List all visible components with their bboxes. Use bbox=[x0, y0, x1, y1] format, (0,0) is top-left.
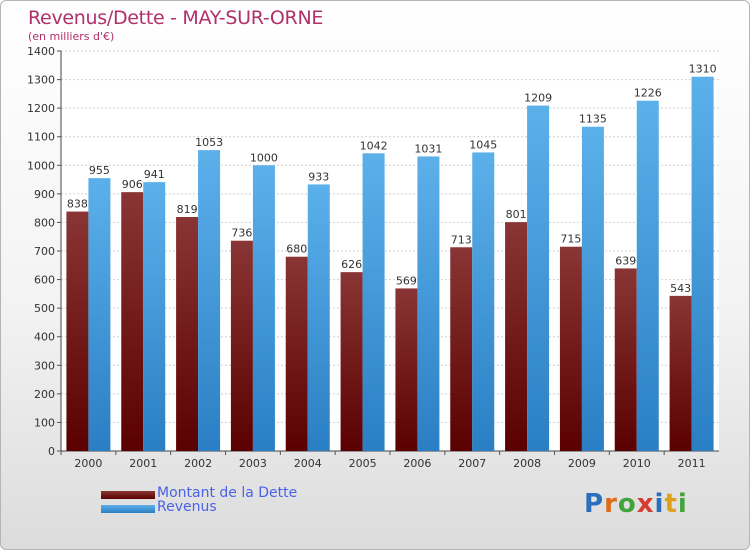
y-tick-label: 900 bbox=[34, 188, 55, 201]
data-label-dette: 639 bbox=[615, 254, 636, 267]
bar-dette bbox=[66, 211, 89, 451]
y-tick-label: 300 bbox=[34, 359, 55, 372]
bar-dette bbox=[121, 192, 144, 451]
y-tick-label: 0 bbox=[48, 445, 55, 458]
bar-revenus bbox=[362, 153, 385, 452]
legend-swatch-revenus bbox=[101, 505, 155, 513]
data-label-revenus: 941 bbox=[144, 168, 165, 181]
bar-dette bbox=[669, 295, 692, 451]
bar-revenus bbox=[691, 76, 714, 451]
legend-swatch-dette bbox=[101, 491, 155, 499]
data-label-revenus: 955 bbox=[89, 164, 110, 177]
bar-dette bbox=[395, 288, 418, 451]
data-label-dette: 569 bbox=[396, 274, 417, 287]
x-tick-label: 2011 bbox=[678, 457, 706, 470]
data-label-dette: 801 bbox=[506, 208, 527, 221]
bar-revenus bbox=[527, 105, 550, 452]
y-tick-label: 400 bbox=[34, 331, 55, 344]
logo-letter: i bbox=[654, 489, 665, 519]
y-tick-label: 600 bbox=[34, 274, 55, 287]
x-tick-label: 2004 bbox=[294, 457, 322, 470]
x-tick-label: 2006 bbox=[403, 457, 431, 470]
bar-revenus bbox=[581, 126, 604, 451]
bar-dette bbox=[176, 217, 199, 451]
bar-dette bbox=[614, 268, 637, 451]
chart-subtitle: (en milliers d'€) bbox=[28, 30, 115, 43]
data-label-revenus: 1053 bbox=[195, 136, 223, 149]
legend-label-dette: Montant de la Dette bbox=[157, 485, 298, 501]
data-label-revenus: 1031 bbox=[414, 142, 442, 155]
data-label-revenus: 1209 bbox=[524, 92, 552, 105]
bar-dette bbox=[285, 256, 308, 451]
bar-revenus bbox=[307, 184, 330, 451]
logo-letter: r bbox=[604, 489, 618, 519]
y-tick-label: 200 bbox=[34, 388, 55, 401]
bar-revenus bbox=[472, 152, 495, 451]
x-tick-label: 2003 bbox=[239, 457, 267, 470]
bar-revenus bbox=[636, 100, 659, 451]
data-label-dette: 713 bbox=[451, 233, 472, 246]
bar-dette bbox=[450, 247, 473, 451]
data-label-dette: 838 bbox=[67, 198, 88, 211]
y-tick-label: 1400 bbox=[27, 45, 55, 58]
data-label-dette: 736 bbox=[231, 227, 252, 240]
bar-revenus bbox=[198, 150, 221, 451]
x-tick-label: 2007 bbox=[458, 457, 486, 470]
bar-revenus bbox=[417, 156, 440, 451]
y-tick-label: 1300 bbox=[27, 74, 55, 87]
logo-letter: o bbox=[617, 489, 637, 519]
x-tick-label: 2010 bbox=[623, 457, 651, 470]
bar-dette bbox=[230, 240, 253, 451]
bar-revenus bbox=[252, 165, 275, 452]
bar-dette bbox=[340, 272, 363, 451]
data-label-revenus: 1226 bbox=[634, 87, 662, 100]
data-label-revenus: 1045 bbox=[469, 138, 497, 151]
data-label-revenus: 1000 bbox=[250, 151, 278, 164]
data-label-revenus: 1135 bbox=[579, 113, 607, 126]
y-tick-label: 1200 bbox=[27, 102, 55, 115]
x-tick-label: 2001 bbox=[129, 457, 157, 470]
data-label-dette: 543 bbox=[670, 282, 691, 295]
data-label-dette: 715 bbox=[560, 233, 581, 246]
y-tick-label: 1000 bbox=[27, 159, 55, 172]
x-tick-label: 2008 bbox=[513, 457, 541, 470]
logo-letter: x bbox=[636, 489, 655, 519]
y-tick-label: 1100 bbox=[27, 131, 55, 144]
data-label-dette: 626 bbox=[341, 258, 362, 271]
x-tick-label: 2000 bbox=[74, 457, 102, 470]
y-tick-label: 800 bbox=[34, 216, 55, 229]
logo-letter: P bbox=[584, 489, 605, 519]
logo-letter: t bbox=[664, 489, 678, 519]
data-label-revenus: 933 bbox=[308, 170, 329, 183]
chart-title: Revenus/Dette - MAY-SUR-ORNE bbox=[28, 7, 324, 29]
x-tick-label: 2002 bbox=[184, 457, 212, 470]
data-label-revenus: 1042 bbox=[360, 139, 388, 152]
bar-revenus bbox=[143, 182, 166, 451]
data-label-dette: 906 bbox=[122, 178, 143, 191]
x-tick-label: 2009 bbox=[568, 457, 596, 470]
logo-letter: i bbox=[677, 489, 688, 519]
x-tick-label: 2005 bbox=[349, 457, 377, 470]
bar-revenus bbox=[88, 178, 111, 451]
proxiti-logo: Proxiti bbox=[584, 489, 688, 519]
y-tick-label: 700 bbox=[34, 245, 55, 258]
y-tick-label: 500 bbox=[34, 302, 55, 315]
data-label-dette: 680 bbox=[286, 243, 307, 256]
y-tick-label: 100 bbox=[34, 416, 55, 429]
bar-dette bbox=[559, 246, 582, 451]
bar-dette bbox=[505, 222, 528, 451]
data-label-revenus: 1310 bbox=[689, 63, 717, 76]
legend-label-revenus: Revenus bbox=[157, 499, 217, 515]
data-label-dette: 819 bbox=[177, 203, 198, 216]
